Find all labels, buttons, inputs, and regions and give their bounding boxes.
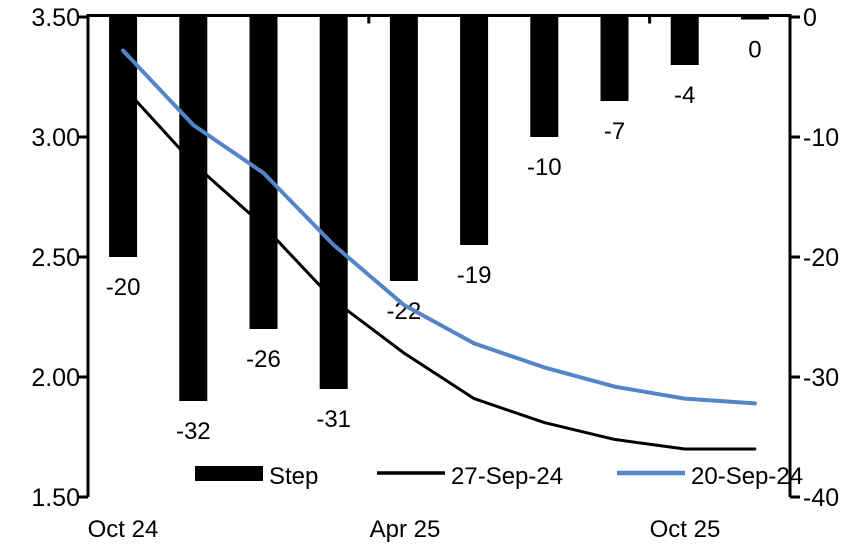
legend-label-20sep: 20-Sep-24 bbox=[691, 463, 803, 490]
x-axis-label: Oct 24 bbox=[88, 516, 159, 543]
bar-label-5: -19 bbox=[457, 262, 492, 289]
bar-label-6: -10 bbox=[527, 154, 562, 181]
bar-label-1: -32 bbox=[176, 418, 211, 445]
bar-step-3 bbox=[319, 16, 348, 389]
right-axis-tick: -20 bbox=[803, 244, 839, 272]
bar-step-7 bbox=[600, 16, 629, 101]
bar-step-5 bbox=[460, 16, 489, 245]
left-axis-tick: 3.50 bbox=[31, 4, 80, 32]
right-axis-tick: -10 bbox=[803, 124, 839, 152]
x-axis-label: Oct 25 bbox=[650, 516, 721, 543]
left-axis-tick: 2.00 bbox=[31, 364, 80, 392]
legend-label-step: Step bbox=[269, 463, 318, 490]
bar-label-3: -31 bbox=[316, 406, 351, 433]
left-axis-tick: 3.00 bbox=[31, 124, 80, 152]
bar-step-0 bbox=[109, 16, 138, 257]
legend-label-27sep: 27-Sep-24 bbox=[451, 463, 563, 490]
bar-step-8 bbox=[670, 16, 699, 65]
legend: Step 27-Sep-24 20-Sep-24 bbox=[195, 463, 803, 490]
bar-step-9 bbox=[740, 16, 769, 20]
legend-bar-swatch bbox=[195, 466, 263, 481]
line-20-sep-24 bbox=[121, 48, 757, 406]
bar-label-2: -26 bbox=[246, 346, 281, 373]
x-axis-label: Apr 25 bbox=[370, 516, 441, 543]
bar-step-6 bbox=[530, 16, 559, 137]
top-axis bbox=[86, 14, 792, 24]
right-axis-tick: 0 bbox=[803, 4, 817, 32]
right-axis bbox=[788, 14, 800, 499]
bar-label-0: -20 bbox=[106, 274, 141, 301]
bar-label-7: -7 bbox=[604, 118, 625, 145]
bar-label-8: -4 bbox=[674, 82, 695, 109]
left-axis-tick: 1.50 bbox=[31, 484, 80, 512]
plot-area: -20-32-26-31-22-19-10-7-40 bbox=[106, 16, 769, 451]
bar-label-9: 0 bbox=[748, 37, 761, 64]
bar-step-1 bbox=[179, 16, 208, 401]
line-27-sep-24 bbox=[121, 85, 757, 451]
left-axis-tick: 2.50 bbox=[31, 244, 80, 272]
bar-step-4 bbox=[389, 16, 418, 281]
left-axis bbox=[78, 14, 90, 499]
right-axis-tick: -40 bbox=[803, 484, 839, 512]
right-axis-tick: -30 bbox=[803, 364, 839, 392]
